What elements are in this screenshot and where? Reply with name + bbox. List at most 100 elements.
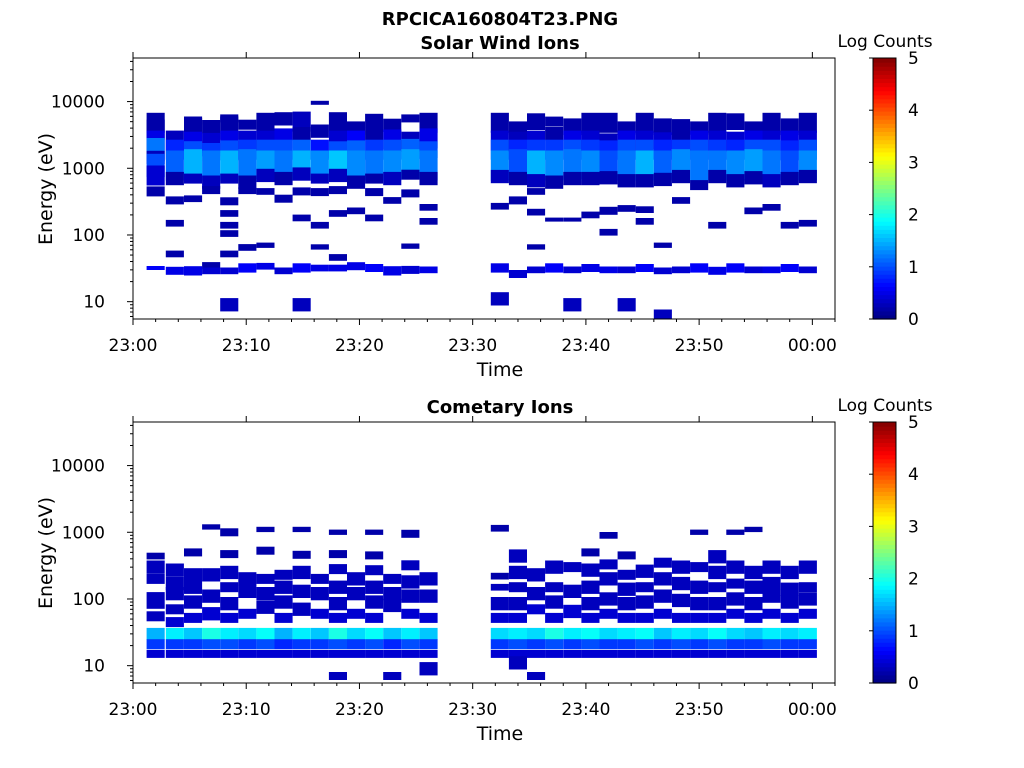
heatmap-cell	[401, 627, 420, 640]
heatmap-cell	[238, 627, 257, 640]
colorbar-segment	[873, 442, 896, 448]
heatmap-cell	[690, 580, 709, 594]
colorbar-tick-label: 4	[908, 101, 919, 121]
heatmap-cell	[202, 568, 221, 582]
heatmap-cell	[726, 150, 745, 181]
colorbar-segment	[873, 257, 896, 263]
heatmap-cell	[635, 649, 654, 658]
heatmap-cell	[635, 582, 654, 593]
cometary-panel: Cometary Ions 23:00 23:10 23:20 23:30 23:40 2…	[35, 396, 933, 745]
heatmap-cell	[419, 639, 438, 650]
colorbar-segment	[873, 670, 896, 676]
heatmap-cell	[672, 639, 691, 650]
heatmap-cell	[527, 208, 546, 216]
colorbar-segment	[873, 98, 896, 104]
heatmap-cell	[599, 532, 618, 539]
heatmap-cell	[780, 595, 799, 609]
colorbar-segment	[873, 487, 896, 492]
heatmap-cell	[310, 627, 329, 640]
colorbar-segment	[873, 265, 896, 271]
heatmap-cell	[545, 116, 564, 127]
heatmap-cell	[653, 608, 672, 619]
heatmap-cell	[184, 149, 203, 180]
colorbar-segment	[873, 634, 896, 639]
colorbar-segment	[873, 629, 896, 635]
heatmap-cell	[672, 612, 691, 623]
heatmap-cell	[708, 639, 727, 650]
heatmap-cell	[744, 266, 763, 274]
heatmap-cell	[165, 219, 184, 227]
heatmap-cell	[653, 639, 672, 650]
heatmap-cell	[292, 298, 311, 312]
colorbar-segment	[873, 625, 896, 631]
heatmap-cell	[202, 120, 221, 134]
heatmap-cell	[419, 612, 438, 623]
heatmap-cell	[238, 608, 257, 619]
heatmap-cell	[165, 576, 184, 591]
colorbar-segment	[873, 605, 896, 611]
heatmap-cell	[490, 169, 509, 184]
heatmap-cell	[256, 649, 275, 658]
heatmap-cell	[798, 649, 817, 658]
heatmap-cell	[581, 639, 600, 650]
heatmap-cell	[527, 627, 546, 640]
heatmap-cell	[202, 150, 221, 181]
colorbar-tick-label: 4	[908, 465, 919, 485]
heatmap-cell	[508, 597, 527, 611]
heatmap-cell	[202, 639, 221, 650]
heatmap-cell	[762, 204, 781, 211]
heatmap-cell	[146, 573, 165, 584]
heatmap-cell	[690, 649, 709, 658]
heatmap-cell	[328, 580, 347, 594]
heatmap-cell	[292, 627, 311, 640]
heatmap-cell	[419, 112, 438, 133]
heatmap-cell	[365, 639, 384, 650]
colorbar-segment	[873, 106, 896, 112]
cometary-heatmap	[146, 524, 817, 680]
heatmap-cell	[744, 627, 763, 640]
colorbar-segment	[873, 499, 896, 505]
heatmap-cell	[256, 600, 275, 614]
colorbar-segment	[873, 282, 896, 287]
heatmap-cell	[672, 119, 691, 130]
heatmap-cell	[708, 112, 727, 133]
heatmap-cell	[545, 560, 564, 574]
heatmap-cell	[347, 572, 366, 586]
heatmap-cell	[563, 604, 582, 619]
y-tick-label: 10000	[51, 457, 105, 477]
colorbar-segment	[873, 74, 896, 79]
heatmap-cell	[617, 627, 636, 640]
colorbar-segment	[873, 298, 896, 304]
heatmap-cell	[635, 112, 654, 133]
heatmap-cell	[328, 550, 347, 559]
heatmap-cell	[165, 171, 184, 186]
colorbar-segment	[873, 564, 896, 570]
heatmap-cell	[165, 563, 184, 577]
heatmap-cell	[798, 627, 817, 640]
cometary-axes: 23:00 23:10 23:20 23:30 23:40 23:50 00:00 10 100…	[51, 416, 837, 720]
heatmap-cell	[310, 264, 329, 272]
heatmap-cell	[798, 560, 817, 574]
colorbar-segment	[873, 147, 896, 153]
heatmap-cell	[238, 584, 257, 598]
heatmap-cell	[780, 612, 799, 623]
heatmap-cell	[527, 568, 546, 582]
x-tick-label: 23:20	[335, 700, 384, 720]
heatmap-cell	[653, 118, 672, 136]
heatmap-cell	[292, 127, 311, 141]
colorbar-segment	[873, 483, 896, 488]
heatmap-cell	[184, 595, 203, 609]
heatmap-cell	[401, 265, 420, 274]
colorbar-segment	[873, 221, 896, 226]
heatmap-cell	[599, 572, 618, 586]
colorbar-tick-label: 0	[908, 310, 919, 330]
heatmap-cell	[383, 627, 402, 640]
heatmap-cell	[347, 608, 366, 619]
heatmap-cell	[653, 172, 672, 187]
heatmap-cell	[238, 119, 257, 130]
heatmap-cell	[708, 565, 727, 580]
heatmap-cell	[238, 649, 257, 658]
heatmap-cell	[527, 188, 546, 195]
heatmap-cell	[617, 174, 636, 188]
colorbar-frame	[872, 421, 897, 684]
